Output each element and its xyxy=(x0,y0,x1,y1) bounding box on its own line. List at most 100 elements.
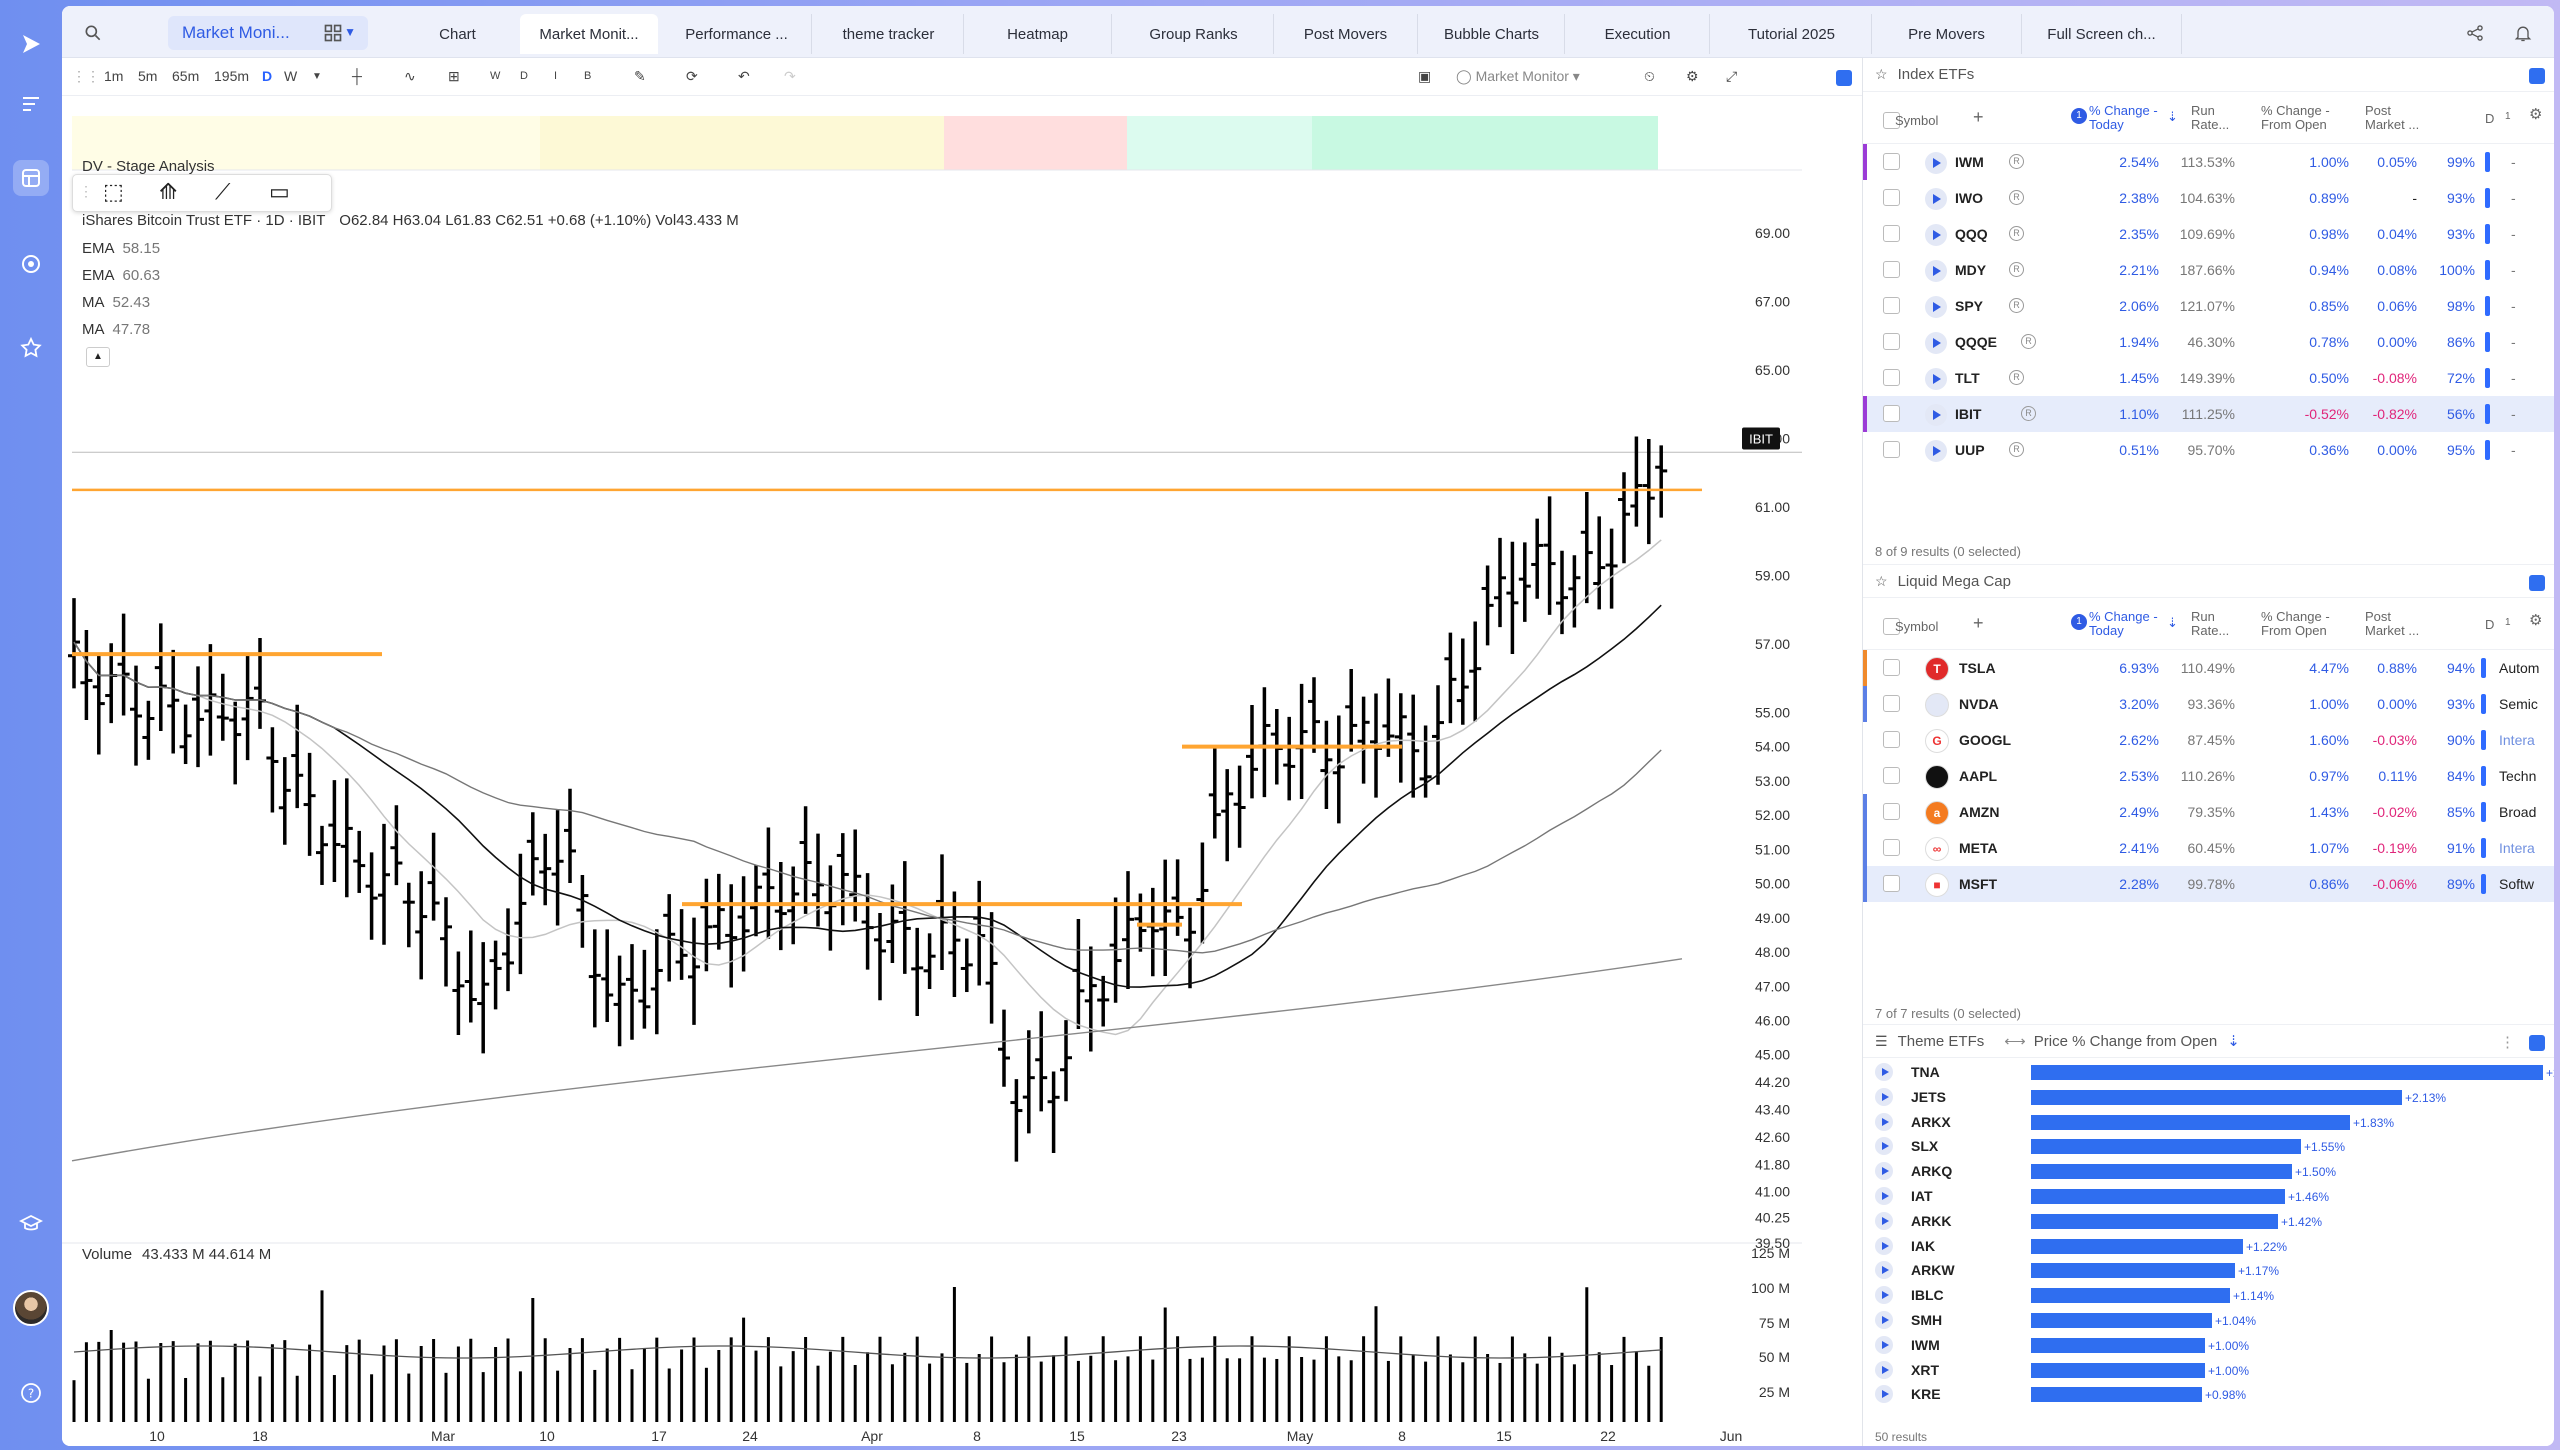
info-icon[interactable]: R xyxy=(2009,226,2024,241)
row-symbol[interactable]: QQQ xyxy=(1955,226,1988,242)
interval-5m[interactable]: 5m xyxy=(138,68,158,84)
table-row[interactable]: SPY R 2.06% 121.07% 0.85% 0.06% 98% - xyxy=(1863,288,2554,324)
theme-row[interactable]: JETS +2.13% xyxy=(1863,1085,2554,1109)
row-symbol[interactable]: TSLA xyxy=(1959,660,1996,676)
row-checkbox[interactable] xyxy=(1883,261,1900,278)
theme-row[interactable]: IAK +1.22% xyxy=(1863,1234,2554,1258)
row-checkbox[interactable] xyxy=(1883,405,1900,422)
study-ma-2[interactable]: MA 47.78 xyxy=(82,321,151,338)
chart-pane[interactable]: ⋮⋮ 1m 5m 65m 195m D W ▼ ┼ ∿ ⊞ W D I B ✎ … xyxy=(62,58,1862,1446)
avatar[interactable] xyxy=(13,1290,49,1326)
play-icon[interactable] xyxy=(1875,1162,1893,1181)
tab-theme-tracker[interactable]: theme tracker xyxy=(814,14,964,54)
table-row[interactable]: T TSLA 6.93% 110.49% 4.47% 0.88% 94% Aut… xyxy=(1863,650,2554,686)
bar-d-toggle[interactable]: D xyxy=(520,70,528,82)
indicators-icon[interactable]: ∿ xyxy=(404,68,416,84)
theme-symbol[interactable]: XRT xyxy=(1911,1361,1939,1378)
layout-name-select[interactable]: ◯ Market Monitor ▾ xyxy=(1456,68,1580,84)
graduation-icon[interactable] xyxy=(13,1206,49,1242)
tab-market-monit[interactable]: Market Monit... xyxy=(520,14,658,54)
row-symbol[interactable]: QQQE xyxy=(1955,334,1998,350)
interval-d[interactable]: D xyxy=(262,68,273,84)
col-run-rate[interactable]: Run Rate... xyxy=(2191,609,2230,638)
tab-tutorial-2025[interactable]: Tutorial 2025 xyxy=(1712,14,1872,54)
play-icon[interactable] xyxy=(1925,440,1947,462)
fib-tool-icon[interactable]: ⟰ xyxy=(159,179,178,204)
settings-gear-icon[interactable]: ⚙ xyxy=(1686,68,1699,84)
layout-grid-icon[interactable] xyxy=(320,20,346,46)
link-color-swatch[interactable] xyxy=(1836,70,1852,86)
play-icon[interactable] xyxy=(1875,1137,1893,1156)
templates-icon[interactable]: ⊞ xyxy=(448,68,460,84)
dashboard-icon[interactable] xyxy=(13,160,49,196)
row-checkbox[interactable] xyxy=(1883,767,1900,784)
info-icon[interactable]: R xyxy=(2009,262,2024,277)
col-d[interactable]: D xyxy=(2485,111,2495,126)
alert-icon[interactable]: ⏲ xyxy=(1644,68,1655,84)
theme-row[interactable]: IAT +1.46% xyxy=(1863,1184,2554,1208)
info-icon[interactable]: R xyxy=(2009,298,2024,313)
interval-menu-chevron-icon[interactable]: ▼ xyxy=(312,71,322,82)
menu-icon[interactable] xyxy=(13,86,49,122)
theme-row[interactable]: XRT +1.00% xyxy=(1863,1358,2554,1382)
row-symbol[interactable]: META xyxy=(1959,840,1998,856)
play-icon[interactable] xyxy=(1875,1211,1893,1230)
table-settings-gear-icon[interactable]: ⚙ xyxy=(2529,106,2543,123)
undo-icon[interactable]: ↶ xyxy=(738,68,750,84)
row-checkbox[interactable] xyxy=(1883,659,1900,676)
row-checkbox[interactable] xyxy=(1883,297,1900,314)
row-symbol[interactable]: IBIT xyxy=(1955,406,1982,422)
play-icon[interactable] xyxy=(1875,1112,1893,1131)
play-icon[interactable] xyxy=(1875,1311,1893,1329)
theme-symbol[interactable]: IBLC xyxy=(1911,1287,1944,1304)
study-ema-2[interactable]: EMA 60.63 xyxy=(82,267,161,284)
interval-1m[interactable]: 1m xyxy=(104,68,124,84)
tab-performance[interactable]: Performance ... xyxy=(662,14,812,54)
rectangle-tool-icon[interactable]: ⬚ xyxy=(103,179,124,204)
theme-symbol[interactable]: ARKX xyxy=(1911,1113,1951,1130)
theme-symbol[interactable]: IAT xyxy=(1911,1188,1933,1204)
theme-symbol[interactable]: KRE xyxy=(1911,1386,1941,1403)
col-symbol[interactable]: Symbol xyxy=(1895,619,1939,634)
bar-w-toggle[interactable]: W xyxy=(490,70,501,82)
study-ma-1[interactable]: MA 52.43 xyxy=(82,294,151,311)
row-symbol[interactable]: GOOGL xyxy=(1959,732,2012,748)
tab-chart[interactable]: Chart xyxy=(378,14,538,54)
info-icon[interactable]: R xyxy=(2009,154,2024,169)
table-row[interactable]: QQQE R 1.94% 46.30% 0.78% 0.00% 86% - xyxy=(1863,324,2554,360)
table-row[interactable]: NVDA 3.20% 93.36% 1.00% 0.00% 93% Semic xyxy=(1863,686,2554,722)
theme-symbol[interactable]: IAK xyxy=(1911,1237,1936,1254)
play-icon[interactable] xyxy=(1875,1087,1893,1106)
table-row[interactable]: IWO R 2.38% 104.63% 0.89% - 93% - xyxy=(1863,180,2554,216)
row-checkbox[interactable] xyxy=(1883,369,1900,386)
play-icon[interactable] xyxy=(1875,1385,1893,1404)
row-checkbox[interactable] xyxy=(1883,225,1900,242)
tab-execution[interactable]: Execution xyxy=(1566,14,1710,54)
tab-post-movers[interactable]: Post Movers xyxy=(1274,14,1418,54)
col-change-open[interactable]: % Change - From Open xyxy=(2261,609,2330,638)
row-symbol[interactable]: MSFT xyxy=(1959,876,1998,892)
table-row[interactable]: QQQ R 2.35% 109.69% 0.98% 0.04% 93% - xyxy=(1863,216,2554,252)
row-symbol[interactable]: AMZN xyxy=(1959,804,2000,820)
sort-desc-icon[interactable]: ⇣ xyxy=(2167,109,2178,124)
interval-w[interactable]: W xyxy=(284,68,298,84)
bar-i-toggle[interactable]: I xyxy=(554,70,558,82)
col-1[interactable]: 1 xyxy=(2505,617,2511,628)
table-row[interactable]: IBIT R 1.10% 111.25% -0.52% -0.82% 56% - xyxy=(1863,396,2554,432)
tab-pre-movers[interactable]: Pre Movers xyxy=(1872,14,2022,54)
theme-row[interactable]: ARKK +1.42% xyxy=(1863,1209,2554,1233)
row-checkbox[interactable] xyxy=(1883,875,1900,892)
row-checkbox[interactable] xyxy=(1883,839,1900,856)
link-color-swatch[interactable] xyxy=(2529,1035,2545,1051)
row-symbol[interactable]: MDY xyxy=(1955,262,1987,278)
info-icon[interactable]: R xyxy=(2009,190,2024,205)
row-checkbox[interactable] xyxy=(1883,695,1900,712)
row-symbol[interactable]: UUP xyxy=(1955,442,1985,458)
info-icon[interactable]: R xyxy=(2021,406,2036,421)
more-icon[interactable]: ⋮ xyxy=(2500,1034,2515,1051)
refresh-icon[interactable]: ⟳ xyxy=(686,68,698,84)
table-row[interactable]: MDY R 2.21% 187.66% 0.94% 0.08% 100% - xyxy=(1863,252,2554,288)
theme-row[interactable]: SMH +1.04% xyxy=(1863,1308,2554,1332)
theme-symbol[interactable]: SLX xyxy=(1911,1138,1939,1155)
theme-symbol[interactable]: ARKK xyxy=(1911,1212,1952,1229)
